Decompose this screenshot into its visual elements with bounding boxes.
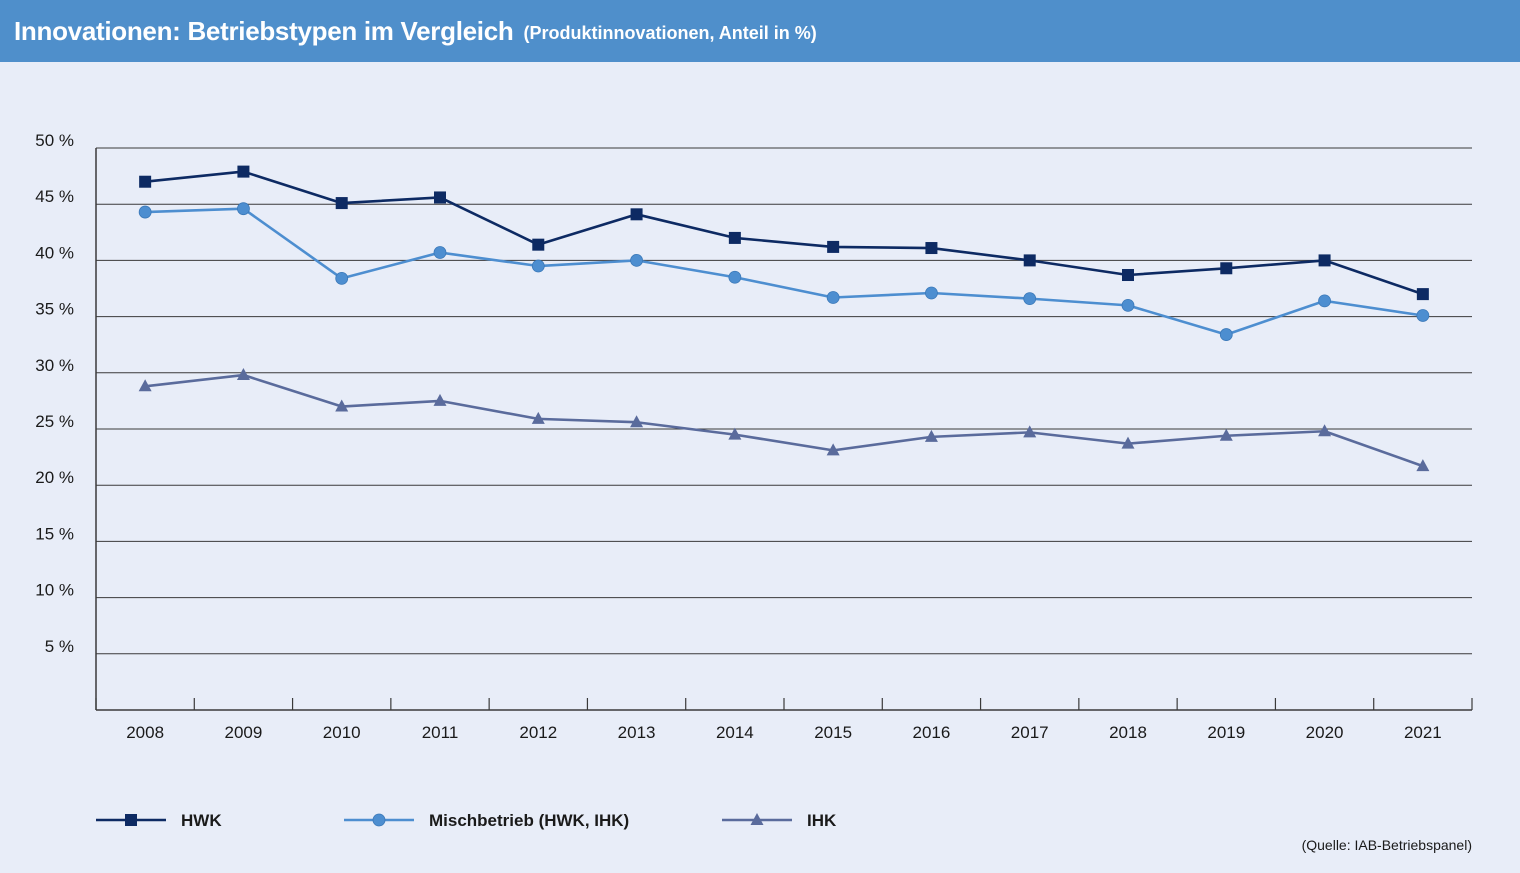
series-line (145, 170, 1424, 296)
data-point (1121, 298, 1135, 312)
data-point (1318, 294, 1331, 308)
y-tick-label: 35 % (35, 300, 74, 319)
legend-label: HWK (181, 811, 222, 830)
x-tick-label: 2015 (814, 723, 852, 742)
data-point (1416, 459, 1430, 472)
x-tick-label: 2020 (1306, 723, 1344, 742)
data-point (826, 443, 840, 456)
x-tick-label: 2019 (1207, 723, 1245, 742)
legend-item: Mischbetrieb (HWK, IHK) (344, 811, 629, 830)
data-point (335, 271, 349, 285)
y-tick-label: 10 % (35, 581, 74, 600)
data-point (1318, 424, 1332, 437)
x-tick-label: 2017 (1011, 723, 1049, 742)
y-tick-label: 50 % (35, 131, 74, 150)
legend-marker (372, 813, 386, 827)
data-point (630, 208, 643, 221)
gridlines (96, 147, 1472, 655)
data-point (236, 368, 250, 381)
x-tick-label: 2011 (422, 723, 459, 742)
data-point (433, 246, 447, 259)
y-tick-label: 40 % (35, 243, 74, 262)
line-chart: 5 % 10 % 15 % 20 % 25 % 30 % 35 % 40 % 45 % 50 % 2… (35, 131, 1473, 830)
data-point (434, 191, 446, 204)
legend: HWK Mischbetrieb (HWK, IHK) IHK (96, 811, 837, 830)
x-tick-label: 2013 (618, 723, 656, 742)
data-point (826, 291, 840, 304)
data-point (1318, 254, 1331, 267)
y-tick-label: 45 % (35, 187, 74, 206)
data-point (335, 197, 348, 210)
data-point (335, 399, 349, 412)
source-note: (Quelle: IAB-Betriebspanel) (1301, 837, 1472, 853)
x-tick-label: 2014 (716, 723, 754, 742)
legend-item: IHK (722, 811, 837, 830)
data-point (1121, 436, 1135, 449)
data-point (531, 411, 545, 424)
legend-marker (125, 814, 137, 826)
x-tick-label: 2012 (519, 723, 557, 742)
data-point (728, 270, 742, 284)
y-tick-label: 5 % (45, 637, 74, 656)
data-point (138, 379, 152, 392)
series-square (139, 165, 1429, 301)
x-tick-label: 2016 (913, 723, 951, 742)
data-point (827, 240, 840, 253)
data-point (728, 427, 742, 440)
data-point (433, 393, 447, 406)
data-point (1416, 309, 1430, 322)
series-line (145, 207, 1424, 336)
legend-label: IHK (807, 811, 837, 830)
y-tick-label: 15 % (35, 524, 74, 543)
data-point (1416, 288, 1429, 301)
data-point (237, 165, 250, 178)
data-point (1220, 262, 1233, 275)
chart-header: Innovationen: Betriebstypen im Vergleich… (0, 0, 1520, 62)
x-tick-label: 2010 (323, 723, 361, 742)
series-circle (138, 202, 1430, 341)
chart-title: Innovationen: Betriebstypen im Vergleich (14, 15, 514, 46)
data-point (925, 286, 938, 300)
data-point (139, 175, 152, 188)
legend-item: HWK (96, 811, 222, 830)
legend-label: Mischbetrieb (HWK, IHK) (429, 811, 629, 830)
data-point (237, 202, 250, 216)
data-point (1122, 269, 1134, 282)
chart-subtitle: (Produktinnovationen, Anteil in %) (523, 22, 817, 43)
y-tick-label: 20 % (35, 468, 74, 487)
data-point (532, 238, 545, 251)
data-point (630, 253, 643, 267)
data-point (728, 231, 741, 244)
y-tick-label: 25 % (35, 412, 74, 431)
data-point (924, 429, 938, 442)
data-point (1023, 292, 1037, 306)
x-tick-label: 2018 (1109, 723, 1147, 742)
data-point (630, 415, 644, 428)
data-point (138, 205, 152, 219)
data-point (1219, 428, 1233, 441)
data-point (1219, 328, 1233, 341)
x-tick-label: 2009 (225, 723, 263, 742)
series-triangle (138, 368, 1430, 472)
data-point (1023, 254, 1036, 267)
x-tick-label: 2021 (1404, 723, 1442, 742)
legend-marker (750, 813, 764, 825)
x-tick-label: 2008 (126, 723, 164, 742)
axes: 5 % 10 % 15 % 20 % 25 % 30 % 35 % 40 % 45 % 50 % 2… (35, 131, 1473, 742)
series-line (144, 373, 1424, 468)
series-lines (138, 165, 1430, 472)
data-point (531, 259, 545, 273)
data-point (1023, 425, 1037, 438)
data-point (925, 242, 938, 255)
y-tick-label: 30 % (35, 356, 74, 375)
